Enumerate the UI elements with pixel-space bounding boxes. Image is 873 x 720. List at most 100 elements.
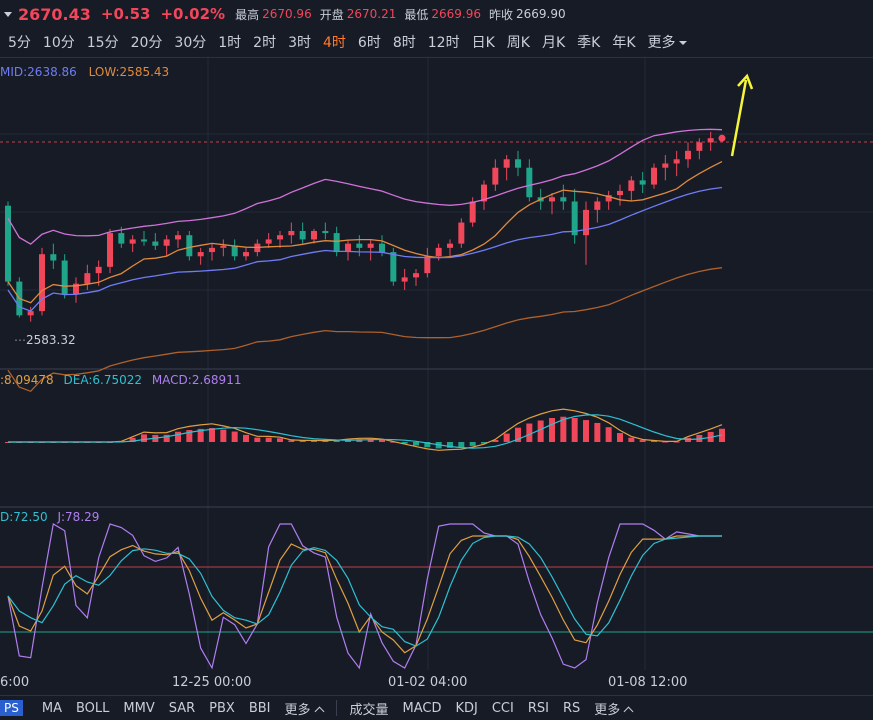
x-label: 01-08 12:00	[608, 675, 688, 690]
indicator-kdj[interactable]: KDJ	[455, 700, 478, 716]
interval-tab[interactable]: 2时	[253, 35, 277, 51]
candle-body	[639, 180, 646, 185]
macd-bar	[594, 422, 601, 442]
interval-tab[interactable]: 6时	[357, 35, 381, 51]
interval-tab[interactable]: 3时	[288, 35, 311, 51]
candle-body	[413, 273, 419, 278]
indicator-mmv[interactable]: MMV	[123, 700, 155, 716]
indicator-volume[interactable]: 成交量	[349, 702, 389, 718]
high-label: 最高	[235, 7, 260, 22]
low-legend: LOW:2585.43	[88, 65, 170, 79]
interval-tab[interactable]: 30分	[174, 35, 207, 51]
macd-bar	[526, 423, 533, 442]
macd-bar	[662, 441, 669, 443]
indicator-rsi[interactable]: RSI	[527, 700, 549, 716]
indicator-sar[interactable]: SAR	[168, 700, 196, 716]
candle-body	[356, 243, 363, 248]
macd-bar	[447, 442, 453, 448]
macd-bar	[492, 440, 499, 442]
low-marker-label: ⋯2583.32	[14, 333, 76, 347]
interval-tab[interactable]: 8时	[392, 35, 416, 51]
candle-body	[492, 167, 499, 185]
macd-bar	[265, 437, 272, 442]
candle-body	[515, 159, 521, 168]
indicator-rs[interactable]: RS	[562, 700, 581, 716]
candle-body	[129, 239, 136, 244]
candle-body	[390, 252, 397, 282]
macd-bar	[367, 439, 374, 442]
macd-bar	[571, 418, 578, 442]
more-main-indicators-button[interactable]: 更多	[277, 699, 329, 718]
macd-bar	[311, 440, 317, 442]
interval-tab[interactable]: 15分	[86, 35, 119, 51]
candle-body	[231, 245, 238, 257]
macd-bar	[469, 442, 476, 446]
dif-legend: :8.09478	[0, 373, 54, 387]
last-price-dot	[718, 134, 726, 142]
macd-bar	[628, 437, 635, 442]
macd-legend: :8.09478 DEA:6.75022 MACD:2.68911	[0, 373, 241, 387]
kdj-d-line	[7, 535, 722, 647]
indicator-pbx[interactable]: PBX	[209, 700, 235, 716]
macd-bar	[288, 440, 295, 442]
divider	[0, 57, 873, 58]
interval-tab[interactable]: 20分	[130, 35, 163, 51]
macd-bar	[583, 420, 589, 442]
candle-body	[333, 233, 340, 253]
low-band-line	[7, 267, 723, 393]
caret-down-icon[interactable]	[4, 11, 12, 17]
candle-body	[617, 190, 623, 196]
macd-bar	[379, 439, 385, 442]
candle-body	[220, 245, 227, 248]
candle-body	[95, 266, 102, 274]
indicator-bbi[interactable]: BBI	[248, 700, 271, 716]
interval-tab[interactable]: 12时	[427, 35, 460, 51]
macd-bar	[515, 427, 521, 442]
last-price: 2670.43	[18, 4, 91, 24]
price-header: 2670.43 +0.53 +0.02% 最高 2670.96 开盘 2670.…	[0, 0, 873, 28]
candle-body	[322, 230, 329, 234]
interval-tab[interactable]: 季K	[577, 35, 601, 51]
candle-body	[560, 197, 567, 202]
boll-legend: MID:2638.86 LOW:2585.43	[0, 65, 169, 79]
indicator-macd[interactable]: MACD	[402, 700, 442, 716]
indicator-ps[interactable]: PS	[0, 700, 23, 716]
candle-body	[651, 167, 657, 185]
price-change-pct: +0.02%	[160, 5, 226, 23]
macd-bar	[186, 430, 193, 442]
macd-bar	[299, 440, 306, 442]
macd-value-legend: MACD:2.68911	[151, 373, 242, 387]
interval-tab[interactable]: 4时	[323, 35, 346, 51]
interval-tab[interactable]: 周K	[506, 35, 530, 51]
macd-dea-line	[8, 414, 723, 449]
candle-body	[141, 239, 147, 242]
interval-tab[interactable]: 1时	[218, 35, 242, 51]
macd-bar	[413, 442, 419, 446]
interval-tab[interactable]: 5分	[8, 35, 31, 51]
macd-bar	[481, 442, 487, 444]
indicator-bar: PS MA BOLL MMV SAR PBX BBI 更多 成交量 MACD K…	[0, 696, 873, 720]
interval-tabs: 5分 10分 15分 20分 30分 1时 2时 3时 4时 6时 8时 12时 日K 周K 月K 季K 年K 更…	[0, 29, 873, 55]
boll-lower-band	[7, 186, 723, 312]
indicator-boll[interactable]: BOLL	[75, 700, 110, 716]
candle-body	[469, 201, 476, 223]
macd-bar	[209, 428, 215, 442]
candle-body	[435, 247, 442, 257]
prev-close-value: 2669.90	[516, 7, 566, 21]
more-sub-indicators-button[interactable]: 更多	[587, 699, 639, 718]
more-intervals-button[interactable]: 更多	[640, 32, 691, 52]
macd-bar	[322, 440, 329, 442]
interval-tab[interactable]: 日K	[471, 35, 495, 51]
macd-bar	[617, 433, 623, 442]
indicator-cci[interactable]: CCI	[491, 700, 514, 716]
candle-body	[458, 222, 465, 244]
candle-body	[594, 201, 601, 210]
interval-tab[interactable]: 年K	[612, 35, 636, 51]
candle-body	[401, 277, 408, 282]
indicator-ma[interactable]: MA	[41, 700, 62, 716]
macd-bar	[560, 416, 567, 442]
chart-canvas[interactable]	[0, 56, 873, 696]
interval-tab[interactable]: 月K	[541, 35, 566, 51]
interval-tab[interactable]: 10分	[42, 35, 75, 51]
separator	[335, 700, 337, 716]
